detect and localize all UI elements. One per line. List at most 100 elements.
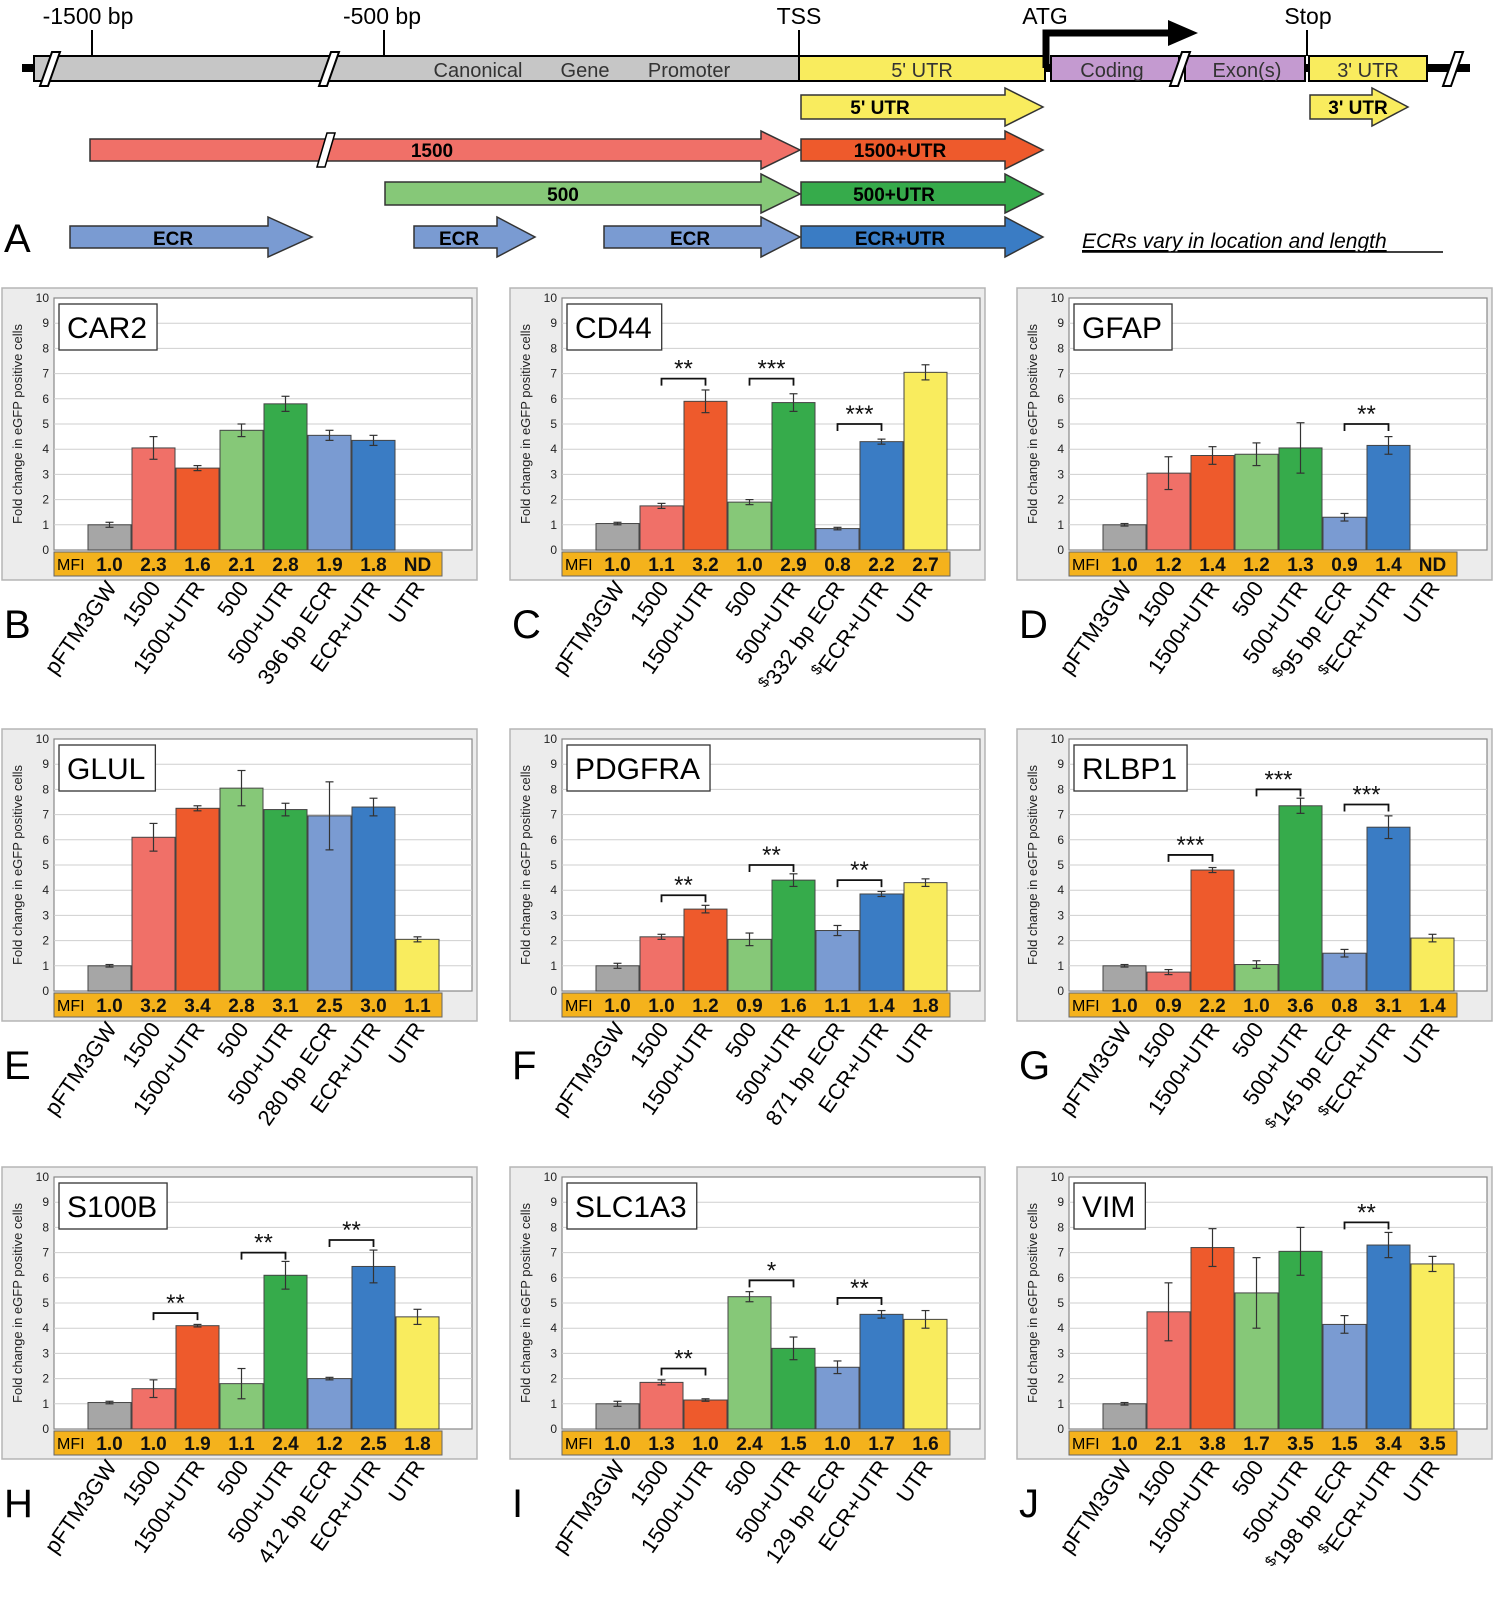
arrow-ecr-2 xyxy=(413,215,537,259)
significance-bracket xyxy=(1167,854,1214,862)
bar xyxy=(1234,964,1279,992)
bar xyxy=(307,1378,352,1430)
mfi-value: ND xyxy=(404,555,431,576)
category-label: UTR xyxy=(383,1018,429,1069)
significance-bracket xyxy=(660,377,707,386)
label-gene: Gene xyxy=(561,60,610,82)
category-label: 500 xyxy=(212,577,254,621)
bar xyxy=(307,434,352,551)
y-tick-label: 5 xyxy=(42,858,49,872)
mfi-value: 1.4 xyxy=(1419,996,1446,1017)
y-axis-label: Fold change in eGFP positive cells xyxy=(10,324,25,524)
mfi-value: 1.5 xyxy=(1331,1434,1358,1455)
title-box xyxy=(1073,303,1173,351)
significance-bracket xyxy=(748,864,795,872)
mfi-label: MFI xyxy=(565,998,593,1015)
mfi-value: 1.2 xyxy=(1243,555,1269,576)
significance-label: *** xyxy=(845,401,873,428)
y-tick-label: 0 xyxy=(42,543,49,557)
y-tick-label: 1 xyxy=(1057,959,1064,973)
y-tick-label: 10 xyxy=(1051,1170,1065,1184)
mfi-value: 0.9 xyxy=(1155,996,1181,1017)
bar xyxy=(815,528,860,551)
panel-letter: E xyxy=(4,1044,31,1088)
significance-bracket xyxy=(328,1239,375,1247)
y-tick-label: 8 xyxy=(1057,341,1064,355)
bar xyxy=(903,882,948,992)
ecr-note: ECRs vary in location and length xyxy=(1082,230,1387,253)
bar xyxy=(1366,1244,1411,1430)
y-tick-label: 5 xyxy=(1057,858,1064,872)
mfi-value: 3.2 xyxy=(692,555,718,576)
y-tick-label: 0 xyxy=(42,1422,49,1436)
mfi-value: 1.1 xyxy=(648,555,675,576)
construct-label-500: 500 xyxy=(547,185,579,206)
category-label: pFTM3GW xyxy=(39,1017,121,1120)
mfi-value: 1.0 xyxy=(140,1434,166,1455)
bar xyxy=(771,1347,816,1430)
construct-label-1500-utr: 1500+UTR xyxy=(854,141,947,162)
panel-letter: H xyxy=(4,1482,33,1526)
label-coding: Coding xyxy=(1080,60,1143,82)
y-tick-label: 7 xyxy=(42,1246,49,1260)
y-tick-label: 8 xyxy=(42,341,49,355)
category-label: 500 xyxy=(1227,1456,1269,1500)
y-tick-label: 9 xyxy=(550,316,557,330)
bar xyxy=(219,429,264,551)
y-tick-label: 4 xyxy=(42,1321,49,1335)
significance-bracket xyxy=(152,1312,199,1321)
arrow-3utr xyxy=(1309,86,1410,128)
mfi-value: 1.0 xyxy=(604,555,630,576)
mfi-value: 1.7 xyxy=(868,1434,894,1455)
y-tick-label: 1 xyxy=(42,959,49,973)
mfi-value: 1.2 xyxy=(316,1434,342,1455)
label-stop: Stop xyxy=(1284,3,1331,29)
arrow-ecr-1 xyxy=(69,215,314,259)
y-axis-label: Fold change in eGFP positive cells xyxy=(10,765,25,965)
mfi-label: MFI xyxy=(565,1436,593,1453)
mfi-value: 1.0 xyxy=(96,996,122,1017)
mfi-label: MFI xyxy=(57,557,85,574)
y-tick-label: 5 xyxy=(1057,417,1064,431)
y-tick-label: 10 xyxy=(544,1170,558,1184)
mfi-label: MFI xyxy=(565,557,593,574)
exon-region xyxy=(1184,55,1306,82)
mfi-label: MFI xyxy=(57,998,85,1015)
mfi-value: 1.6 xyxy=(780,996,806,1017)
bar xyxy=(1190,1247,1235,1430)
label-1500bp: -1500 bp xyxy=(43,3,134,29)
significance-bracket xyxy=(1255,788,1302,797)
significance-label: *** xyxy=(1352,782,1380,809)
mfi-value: 1.0 xyxy=(648,996,674,1017)
bar xyxy=(1234,453,1279,551)
mfi-value: 1.1 xyxy=(228,1434,255,1455)
y-tick-label: 2 xyxy=(1057,493,1064,507)
mfi-value: 2.1 xyxy=(1155,1434,1182,1455)
y-tick-label: 7 xyxy=(1057,808,1064,822)
y-tick-label: 8 xyxy=(42,782,49,796)
bar xyxy=(1190,455,1235,551)
panel-letter: I xyxy=(512,1482,523,1526)
mfi-value: 0.9 xyxy=(1331,555,1357,576)
mfi-value: 1.0 xyxy=(824,1434,850,1455)
construct-label-3utr: 3' UTR xyxy=(1328,98,1388,119)
y-tick-label: 7 xyxy=(550,367,557,381)
bar xyxy=(1322,1323,1367,1430)
panel-letter: F xyxy=(512,1044,536,1088)
bar xyxy=(1278,1250,1323,1430)
y-tick-label: 4 xyxy=(550,442,557,456)
mfi-value: 2.4 xyxy=(736,1434,763,1455)
y-tick-label: 8 xyxy=(42,1220,49,1234)
y-tick-label: 10 xyxy=(36,291,50,305)
mfi-value: 1.8 xyxy=(404,1434,430,1455)
title-box xyxy=(566,744,711,792)
bar xyxy=(1322,952,1367,992)
mfi-value: 1.6 xyxy=(912,1434,938,1455)
label-3utr: 3' UTR xyxy=(1337,60,1399,82)
panel-letter-a: A xyxy=(4,217,31,261)
arrow-500-utr xyxy=(800,172,1045,215)
y-tick-label: 3 xyxy=(550,467,557,481)
y-tick-label: 8 xyxy=(1057,782,1064,796)
y-tick-label: 2 xyxy=(42,493,49,507)
